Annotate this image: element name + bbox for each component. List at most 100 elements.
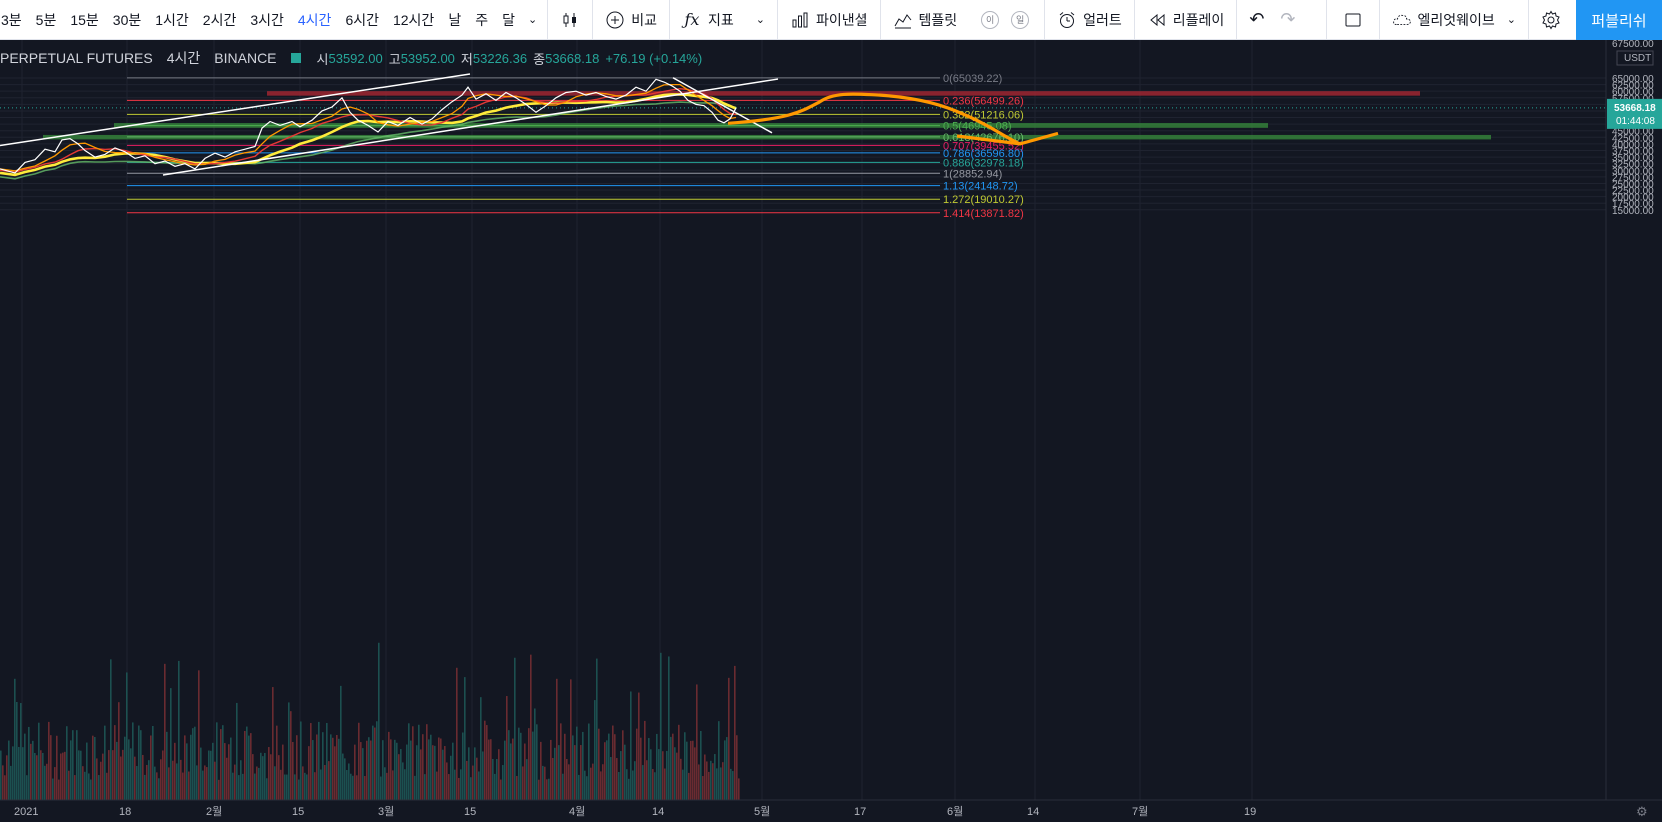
volume-bar [246, 726, 248, 800]
volume-bar [718, 721, 720, 800]
volume-bar [654, 772, 656, 800]
volume-bar [600, 771, 602, 800]
volume-bar [630, 691, 632, 800]
volume-bar [248, 735, 250, 800]
chart-type-button[interactable] [552, 0, 588, 40]
price-tick: 40000.00 [1612, 140, 1654, 151]
volume-bar [240, 760, 242, 800]
volume-bar [372, 725, 374, 800]
publish-button[interactable]: 퍼블리쉬 [1576, 0, 1662, 40]
timeframe-2[interactable]: 15분 [70, 11, 99, 28]
volume-bar [660, 652, 662, 800]
volume-bar [134, 756, 136, 800]
price-tick-partial: 67500.00 [1612, 40, 1654, 50]
volume-bar [384, 767, 386, 800]
timeframe-0[interactable]: 3분 [1, 11, 22, 28]
volume-bar [214, 761, 216, 800]
volume-bar [210, 750, 212, 800]
volume-bar [546, 779, 548, 800]
volume-bar [468, 747, 470, 800]
volume-bar [538, 779, 540, 800]
price-chart[interactable]: 0(65039.22)0.236(56499.26)0.382(51216.06… [0, 40, 1662, 822]
volume-bar [208, 750, 210, 800]
volume-bar [624, 744, 626, 800]
volume-bar [428, 739, 430, 800]
template-slot-1[interactable]: 이 [981, 10, 1000, 29]
redo-button[interactable]: ↷ [1272, 0, 1303, 40]
undo-button[interactable]: ↶ [1241, 0, 1272, 40]
volume-bar [580, 745, 582, 800]
fib-label: 0.236(56499.26) [943, 95, 1024, 107]
downtrend-line [672, 77, 773, 134]
timeframe-5[interactable]: 2시간 [202, 11, 237, 28]
volume-bar [454, 769, 456, 800]
volume-bar [294, 774, 296, 800]
alert-button[interactable]: 얼러트 [1049, 0, 1130, 40]
volume-bar [652, 769, 654, 800]
volume-bar [616, 758, 618, 800]
financials-button[interactable]: 파이낸셜 [782, 0, 876, 40]
volume-bar [250, 733, 252, 800]
volume-bar [680, 758, 682, 800]
volume-bar [300, 721, 302, 800]
volume-bar [70, 740, 72, 800]
volume-bar [588, 723, 590, 800]
time-tick: 18 [119, 806, 131, 818]
fullscreen-toggle-button[interactable] [1331, 0, 1375, 40]
volume-bar [132, 722, 134, 800]
volume-bar [386, 772, 388, 800]
volume-bar [444, 746, 446, 800]
timeframe-1[interactable]: 5분 [35, 11, 57, 28]
volume-bar [520, 732, 522, 800]
timeframe-8[interactable]: 6시간 [345, 11, 379, 28]
volume-bar [708, 771, 710, 800]
symbol-name[interactable]: PERPETUAL FUTURES [0, 50, 153, 66]
moving-average-orange [0, 83, 737, 172]
drawing-mode-button[interactable]: 엘리엇웨이브 ⌄ [1384, 0, 1525, 40]
volume-bar [482, 751, 484, 800]
compare-button[interactable]: 비교 [597, 0, 665, 40]
volume-bar [168, 767, 170, 800]
indicators-button[interactable]: ƒx 지표 ⌄ [674, 0, 773, 40]
timeframe-11[interactable]: 주 [475, 11, 489, 28]
volume-bar [620, 751, 622, 800]
volume-bar [378, 642, 380, 800]
volume-bar [186, 743, 188, 800]
timeframe-dropdown[interactable]: ⌄ [522, 0, 543, 40]
timeframe-7[interactable]: 4시간 [297, 11, 332, 28]
templates-button[interactable]: 템플릿 이 일 [885, 0, 1041, 40]
volume-bar [404, 769, 406, 800]
volume-bar [142, 754, 144, 800]
volume-bar [198, 670, 200, 800]
volume-bar [212, 742, 214, 800]
volume-bar [516, 775, 518, 800]
volume-bar [618, 771, 620, 800]
close-value: 53668.18 [545, 50, 600, 66]
timeframe-4[interactable]: 1시간 [155, 11, 189, 28]
volume-bar [540, 741, 542, 800]
replay-button[interactable]: 리플레이 [1139, 0, 1233, 40]
volume-bar [664, 768, 666, 800]
volume-bar [518, 727, 520, 800]
timeframe-10[interactable]: 날 [448, 11, 462, 28]
volume-bar [162, 750, 164, 800]
template-slot-2[interactable]: 일 [1011, 10, 1030, 29]
chart-area[interactable]: PERPETUAL FUTURES 4시간 BINANCE 시 53592.00 … [0, 40, 1662, 822]
volume-bar [406, 744, 408, 800]
time-tick: 4월 [569, 805, 585, 818]
time-tick: 17 [854, 806, 866, 818]
settings-button[interactable] [1533, 0, 1569, 40]
timeframe-12[interactable]: 달 [502, 11, 515, 28]
timeframe-9[interactable]: 12시간 [392, 11, 435, 28]
timeframe-3[interactable]: 30분 [112, 11, 142, 28]
volume-bar [634, 761, 636, 800]
price-axis[interactable]: 67500.00USDT65000.0062500.0060000.005750… [1605, 40, 1662, 800]
volume-bar [398, 754, 400, 800]
volume-bar [58, 779, 60, 800]
volume-bar [364, 776, 366, 800]
volume-bar [362, 748, 364, 800]
time-tick: 2021 [14, 806, 38, 818]
volume-bar [14, 678, 16, 800]
time-axis[interactable]: 2021 18 2월 15 3월 15 4월 14 5월 17 6월 14 7월 19 ⚙ [0, 799, 1662, 822]
timeframe-6[interactable]: 3시간 [250, 11, 284, 28]
